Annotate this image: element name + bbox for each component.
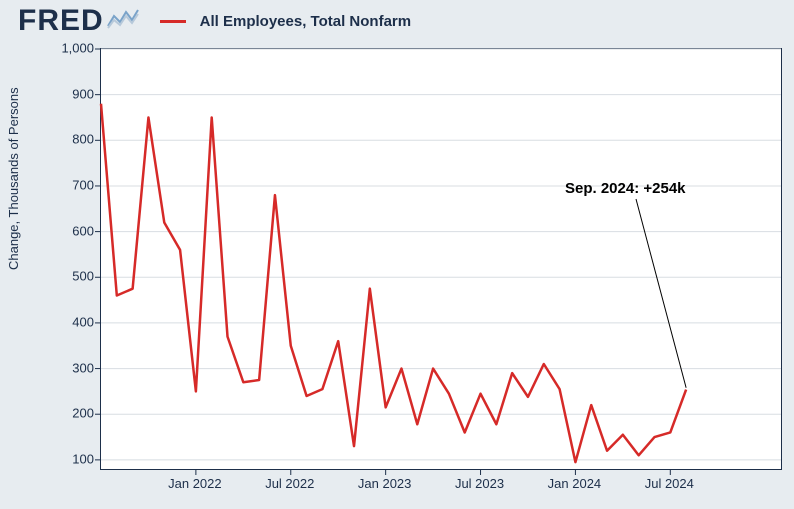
y-tick-label: 1,000: [54, 41, 94, 56]
x-tick-label: Jul 2023: [455, 476, 504, 491]
logo-chart-icon: [106, 6, 142, 35]
x-tick-label: Jan 2022: [168, 476, 222, 491]
y-tick-label: 400: [54, 314, 94, 329]
x-tick-label: Jan 2024: [548, 476, 602, 491]
y-axis-label: Change, Thousands of Persons: [6, 87, 21, 270]
y-tick-label: 300: [54, 360, 94, 375]
y-tick-label: 600: [54, 223, 94, 238]
series-line: [101, 104, 686, 462]
plot-area: [100, 48, 782, 470]
y-tick-label: 800: [54, 132, 94, 147]
chart-container: FRED All Employees, Total Nonfarm Change…: [0, 0, 794, 509]
y-tick-label: 700: [54, 177, 94, 192]
annotation-line: [636, 199, 686, 388]
fred-logo: FRED: [18, 4, 142, 38]
y-tick-label: 200: [54, 406, 94, 421]
x-tick-label: Jan 2023: [358, 476, 412, 491]
annotation-label: Sep. 2024: +254k: [565, 180, 686, 197]
logo-text: FRED: [18, 4, 104, 38]
y-tick-label: 900: [54, 86, 94, 101]
chart-svg: [101, 49, 781, 469]
legend-swatch: [160, 20, 186, 23]
legend-label: All Employees, Total Nonfarm: [200, 13, 411, 30]
chart-header: FRED All Employees, Total Nonfarm: [18, 4, 411, 38]
x-tick-label: Jul 2024: [645, 476, 694, 491]
x-tick-label: Jul 2022: [265, 476, 314, 491]
y-tick-label: 500: [54, 269, 94, 284]
y-tick-label: 100: [54, 451, 94, 466]
